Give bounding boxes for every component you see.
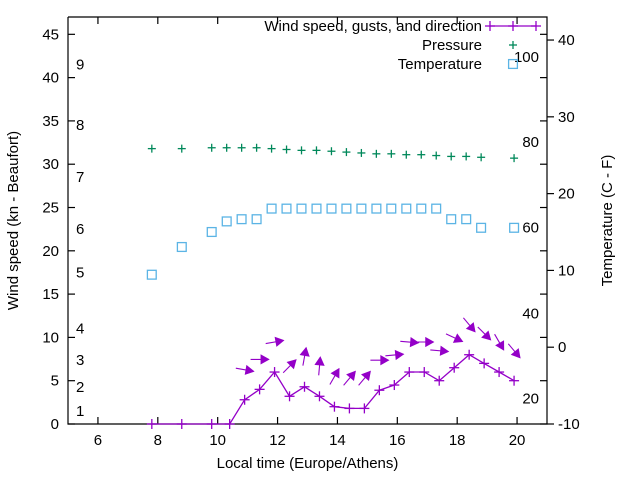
temperature-marker [341,203,352,214]
beaufort-label: 3 [76,352,84,369]
y2-tick-label: 20 [558,186,575,203]
x-axis-title: Local time (Europe/Athens) [217,455,399,472]
fahrenheit-label: 40 [522,305,539,322]
temperature-marker [356,203,367,214]
y2-tick-label: 10 [558,262,575,279]
wind-direction-arrow [415,336,435,348]
x-tick-label: 6 [94,432,102,449]
legend-sample-temperature [507,58,519,70]
temperature-marker [509,222,520,233]
temperature-marker [461,214,472,225]
wind-direction-arrow [250,354,270,365]
temperature-marker [446,214,457,225]
fahrenheit-label: 100 [514,49,539,66]
y-tick-label: 45 [42,26,59,43]
temperature-marker [281,203,292,214]
wind-direction-arrow [265,336,285,347]
temperature-marker [251,214,262,225]
temperature-marker [371,203,382,214]
wind-direction-arrow [314,356,325,376]
temperature-marker [146,269,157,280]
y-tick-label: 40 [42,70,59,87]
beaufort-label: 5 [76,264,84,281]
wind-direction-arrow [282,359,297,374]
y2-tick-label: -10 [558,416,580,433]
beaufort-label: 7 [76,169,84,186]
x-tick-label: 20 [509,432,526,449]
y2-tick-label: 30 [558,109,575,126]
beaufort-label: 9 [76,57,84,74]
y2-tick-label: 40 [558,32,575,49]
wind-direction-arrow [385,349,405,361]
fahrenheit-label: 20 [522,391,539,408]
temperature-marker [326,203,337,214]
beaufort-label: 2 [76,379,84,396]
fahrenheit-label: 60 [522,219,539,236]
wind-direction-arrow [430,345,450,356]
temperature-marker [311,203,322,214]
wind-direction-arrow [235,364,255,375]
y2-tick-label: 0 [558,339,566,356]
y-tick-label: 10 [42,329,59,346]
wind-direction-arrow [343,370,356,386]
temperature-marker [206,226,217,238]
temperature-marker [266,203,277,214]
wind-direction-arrow [358,370,371,386]
x-tick-label: 10 [209,432,226,449]
beaufort-label: 1 [76,403,84,420]
wind-direction-arrow [370,355,390,366]
legend-label-1: Pressure [422,37,482,54]
y-axis-title: Wind speed (kn - Beaufort) [5,131,22,310]
wind-direction-arrow [299,346,310,366]
legend-label-0: Wind speed, gusts, and direction [264,18,482,35]
y-tick-label: 30 [42,156,59,173]
wind-direction-arrow [477,326,492,341]
wind-direction-arrow [445,333,464,343]
y-tick-label: 20 [42,243,59,260]
temperature-marker [221,216,232,227]
wind-direction-arrow [462,317,476,333]
temperature-marker [416,203,427,214]
temperature-marker [236,214,247,225]
temperature-marker [431,203,442,214]
beaufort-label: 4 [76,321,84,338]
y-tick-label: 0 [51,416,59,433]
legend-label-2: Temperature [398,56,482,73]
x-tick-label: 14 [329,432,346,449]
y-tick-label: 35 [42,113,59,130]
y-tick-label: 25 [42,200,59,217]
y2-axis-title: Temperature (C - F) [599,155,616,287]
y-tick-label: 15 [42,286,59,303]
plot-frame [67,16,548,425]
temperature-marker [176,241,187,253]
wind-direction-arrow [494,333,505,351]
temperature-marker [296,203,307,214]
x-tick-label: 18 [449,432,466,449]
temperature-marker [386,203,397,214]
x-tick-label: 16 [389,432,406,449]
wind-speed-line [151,353,515,425]
temperature-marker [401,203,412,214]
fahrenheit-label: 80 [522,134,539,151]
beaufort-label: 8 [76,117,84,134]
x-tick-label: 8 [154,432,162,449]
temperature-marker [476,222,487,233]
wind-direction-arrow [507,343,521,359]
x-tick-label: 12 [269,432,286,449]
wind-direction-arrow [329,367,340,385]
y-tick-label: 5 [51,373,59,390]
beaufort-label: 6 [76,221,84,238]
